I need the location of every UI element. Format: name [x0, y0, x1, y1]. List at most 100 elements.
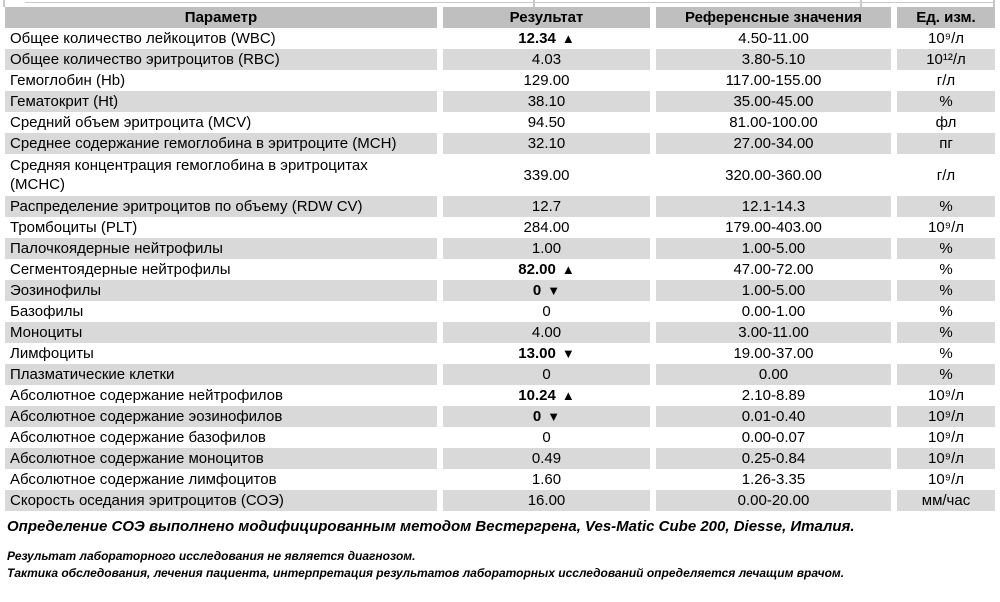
low-indicator-icon: ▼	[547, 283, 561, 298]
reference-range: 3.80-5.10	[656, 49, 891, 70]
column-header-result: Результат	[443, 7, 650, 28]
parameter-name: Сегментоядерные нейтрофилы	[5, 259, 437, 280]
result-value: 12.34 ▲	[443, 28, 650, 49]
result-number: 129.00	[523, 72, 570, 89]
reference-range: 1.00-5.00	[656, 280, 891, 301]
parameter-name: Абсолютное содержание лимфоцитов	[5, 469, 437, 490]
reference-range: 117.00-155.00	[656, 70, 891, 91]
reference-range: 179.00-403.00	[656, 217, 891, 238]
parameter-name: Гемоглобин (Hb)	[5, 70, 437, 91]
reference-range: 0.00-1.00	[656, 301, 891, 322]
parameter-name: Абсолютное содержание базофилов	[5, 427, 437, 448]
table-row: Плазматические клетки 0 0.00%	[5, 364, 995, 385]
reference-range: 0.00	[656, 364, 891, 385]
reference-range: 320.00-360.00	[656, 154, 891, 196]
reference-range: 47.00-72.00	[656, 259, 891, 280]
unit-label: %	[897, 301, 995, 322]
result-value: 13.00 ▼	[443, 343, 650, 364]
table-row: Скорость оседания эритроцитов (СОЭ) 16.00…	[5, 490, 995, 511]
result-number: 94.50	[527, 114, 566, 131]
table-row: Палочкоядерные нейтрофилы 1.00 1.00-5.00%	[5, 238, 995, 259]
top-edge-tick	[860, 0, 862, 7]
top-edge-tick	[533, 0, 535, 7]
unit-label: г/л	[897, 70, 995, 91]
result-number: 13.00	[518, 345, 556, 362]
unit-label: 10⁹/л	[897, 406, 995, 427]
result-value: 0 ▼	[443, 406, 650, 427]
column-header-unit: Ед. изм.	[897, 7, 995, 28]
table-body: Общее количество лейкоцитов (WBC) 12.34 ▲ 4…	[5, 28, 995, 511]
result-value: 38.10	[443, 91, 650, 112]
table-row: Средняя концентрация гемоглобина в эритр…	[5, 154, 995, 196]
result-number: 10.24	[518, 387, 556, 404]
result-value: 82.00 ▲	[443, 259, 650, 280]
result-number: 4.03	[531, 51, 562, 68]
top-edge-tick	[3, 0, 5, 7]
table-row: Абсолютное содержание базофилов 0 0.00-0.0…	[5, 427, 995, 448]
reference-range: 3.00-11.00	[656, 322, 891, 343]
result-number: 16.00	[527, 492, 566, 509]
parameter-name: Абсолютное содержание эозинофилов	[5, 406, 437, 427]
result-value: 4.00	[443, 322, 650, 343]
unit-label: %	[897, 343, 995, 364]
reference-range: 27.00-34.00	[656, 133, 891, 154]
disclaimer-line-2: Тактика обследования, лечения пациента, …	[7, 566, 845, 580]
reference-range: 0.01-0.40	[656, 406, 891, 427]
result-number: 82.00	[518, 261, 556, 278]
table-row: Тромбоциты (PLT) 284.00 179.00-403.00 10⁹/л	[5, 217, 995, 238]
unit-label: г/л	[897, 154, 995, 196]
parameter-name: Базофилы	[5, 301, 437, 322]
unit-label: пг	[897, 133, 995, 154]
reference-range: 12.1-14.3	[656, 196, 891, 217]
reference-range: 81.00-100.00	[656, 112, 891, 133]
unit-label: 10⁹/л	[897, 427, 995, 448]
result-value: 16.00	[443, 490, 650, 511]
parameter-name: Скорость оседания эритроцитов (СОЭ)	[5, 490, 437, 511]
result-number: 12.7	[531, 198, 562, 215]
table-row: Сегментоядерные нейтрофилы 82.00 ▲ 47.00-72…	[5, 259, 995, 280]
result-number: 38.10	[527, 93, 566, 110]
method-note: Определение СОЭ выполнено модифицированн…	[7, 518, 855, 535]
reference-range: 4.50-11.00	[656, 28, 891, 49]
unit-label: 10¹²/л	[897, 49, 995, 70]
unit-label: 10⁹/л	[897, 385, 995, 406]
unit-label: 10⁹/л	[897, 469, 995, 490]
table-row: Абсолютное содержание нейтрофилов 10.24 ▲ 2…	[5, 385, 995, 406]
result-value: 0 ▼	[443, 280, 650, 301]
unit-label: %	[897, 322, 995, 343]
result-value: 94.50	[443, 112, 650, 133]
table-row: Абсолютное содержание моноцитов 0.49 0.25-…	[5, 448, 995, 469]
result-value: 32.10	[443, 133, 650, 154]
reference-range: 2.10-8.89	[656, 385, 891, 406]
table-row: Гематокрит (Ht) 38.10 35.00-45.00%	[5, 91, 995, 112]
parameter-name: Плазматические клетки	[5, 364, 437, 385]
low-indicator-icon: ▼	[561, 346, 575, 361]
parameter-name: Среднее содержание гемоглобина в эритроц…	[5, 133, 437, 154]
parameter-name: Палочкоядерные нейтрофилы	[5, 238, 437, 259]
unit-label: %	[897, 91, 995, 112]
parameter-name: Распределение эритроцитов по объему (RDW…	[5, 196, 437, 217]
parameter-name: Средняя концентрация гемоглобина в эритр…	[5, 154, 437, 196]
result-value: 12.7	[443, 196, 650, 217]
table-row: Среднее содержание гемоглобина в эритроц…	[5, 133, 995, 154]
result-number: 1.00	[531, 240, 562, 257]
disclaimer-line-1: Результат лабораторного исследования не …	[7, 549, 416, 563]
high-indicator-icon: ▲	[561, 31, 575, 46]
reference-range: 19.00-37.00	[656, 343, 891, 364]
table-row: Эозинофилы 0 ▼ 1.00-5.00%	[5, 280, 995, 301]
parameter-name: Эозинофилы	[5, 280, 437, 301]
table-row: Лимфоциты 13.00 ▼ 19.00-37.00%	[5, 343, 995, 364]
result-value: 1.00	[443, 238, 650, 259]
reference-range: 0.25-0.84	[656, 448, 891, 469]
parameter-name: Общее количество лейкоцитов (WBC)	[5, 28, 437, 49]
result-value: 129.00	[443, 70, 650, 91]
unit-label: мм/час	[897, 490, 995, 511]
result-value: 0	[443, 427, 650, 448]
result-value: 1.60	[443, 469, 650, 490]
table-top-edge	[0, 0, 1000, 7]
unit-label: фл	[897, 112, 995, 133]
unit-label: %	[897, 364, 995, 385]
table-row: Гемоглобин (Hb) 129.00 117.00-155.00 г/л	[5, 70, 995, 91]
result-number: 0	[532, 282, 542, 299]
table-header-row: Параметр Результат Референсные значения …	[5, 7, 995, 28]
